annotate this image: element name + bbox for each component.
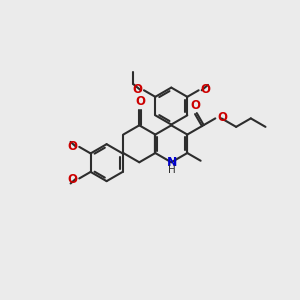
Text: O: O bbox=[191, 99, 201, 112]
Text: H: H bbox=[168, 165, 176, 175]
Text: O: O bbox=[68, 173, 78, 186]
Text: O: O bbox=[200, 83, 210, 96]
Text: O: O bbox=[135, 95, 145, 108]
Text: O: O bbox=[218, 111, 228, 124]
Text: O: O bbox=[132, 83, 142, 96]
Text: O: O bbox=[68, 140, 78, 153]
Text: N: N bbox=[167, 156, 177, 169]
